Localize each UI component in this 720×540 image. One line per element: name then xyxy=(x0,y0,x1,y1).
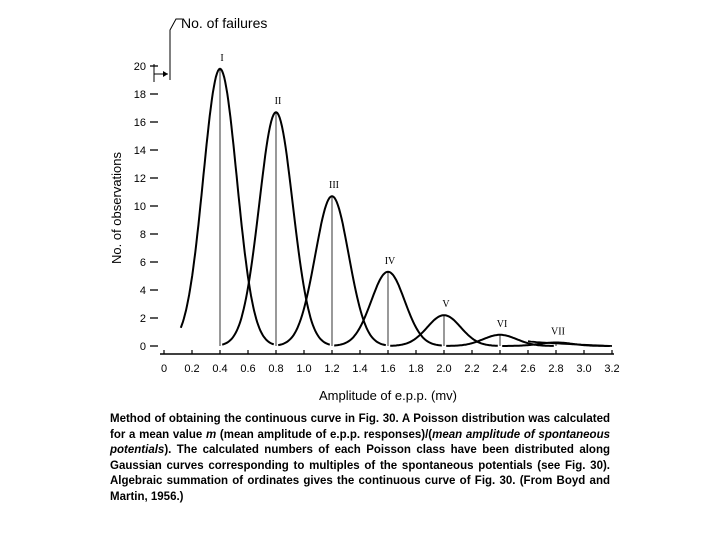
x-tick-label: 2.4 xyxy=(492,363,507,375)
peak-label-2: II xyxy=(275,96,282,107)
tail-curve xyxy=(527,340,613,347)
x-axis-title: Amplitude of e.p.p. (mv) xyxy=(319,388,457,403)
x-tick-label: 0.8 xyxy=(268,363,283,375)
failures-label: No. of failures xyxy=(181,15,267,31)
x-tick-label: 3.0 xyxy=(576,363,591,375)
x-tick-label: 0.4 xyxy=(212,363,227,375)
x-tick-label: 3.2 xyxy=(604,363,619,375)
caption-m-symbol: m xyxy=(205,428,217,441)
y-tick-label: 12 xyxy=(134,173,146,185)
peak-label-6: VI xyxy=(497,319,508,330)
failures-leader-line xyxy=(169,18,182,80)
axes: 0 0.2 0.4 0.6 0.8 1.0 1.2 1.4 1.6 1.8 2.0 2.2 2.4 2.6… xyxy=(134,18,620,375)
caption-part-3: ). The calculated numbers of each Poisso… xyxy=(110,444,610,503)
caption-part-1: Method of obtaining the continuous curve… xyxy=(110,413,610,441)
caption-italic: mean amplitude of spontaneous potentials xyxy=(110,428,610,457)
y-tick-label: 10 xyxy=(134,201,146,213)
poisson-chart: 0 0.2 0.4 0.6 0.8 1.0 1.2 1.4 1.6 1.8 2.0 2.2 2.4 2.6… xyxy=(109,15,620,403)
y-tick-label: 0 xyxy=(140,341,146,353)
y-axis-title: No. of observations xyxy=(109,152,124,265)
x-tick-label: 2.0 xyxy=(436,363,451,375)
x-tick-label: 0.6 xyxy=(240,363,255,375)
x-tick-label: 1.4 xyxy=(352,363,367,375)
x-tick-label: 2.8 xyxy=(548,363,563,375)
x-tick-label: 0.2 xyxy=(184,363,199,375)
x-tick-label: 2.2 xyxy=(464,363,479,375)
peak-label-7: VII xyxy=(551,327,565,338)
y-tick-label: 16 xyxy=(134,117,146,129)
y-tick-label: 8 xyxy=(140,229,146,241)
peak-label-4: IV xyxy=(385,256,396,267)
caption-part-2: (mean amplitude of e.p.p. responses)/( xyxy=(216,428,433,441)
y-tick-label: 14 xyxy=(134,145,146,157)
x-tick-label: 1.8 xyxy=(408,363,423,375)
y-tick-label: 6 xyxy=(140,257,146,269)
y-tick-label: 4 xyxy=(140,285,146,297)
y-tick-label: 20 xyxy=(134,61,146,73)
figure-caption: Method of obtaining the continuous curve… xyxy=(110,412,610,506)
peak-label-3: III xyxy=(329,180,339,191)
x-tick-label: 1.2 xyxy=(324,363,339,375)
gaussian-curve-1 xyxy=(179,67,275,346)
x-tick-label: 1.6 xyxy=(380,363,395,375)
curves xyxy=(179,67,613,347)
x-tick-label: 1.0 xyxy=(296,363,311,375)
x-tick-label: 0 xyxy=(161,363,167,375)
failures-arrow-head xyxy=(163,71,168,77)
peak-label-5: V xyxy=(442,299,450,310)
peak-label-1: I xyxy=(220,53,223,64)
x-tick-label: 2.6 xyxy=(520,363,535,375)
y-tick-label: 2 xyxy=(140,313,146,325)
y-tick-label: 18 xyxy=(134,89,146,101)
